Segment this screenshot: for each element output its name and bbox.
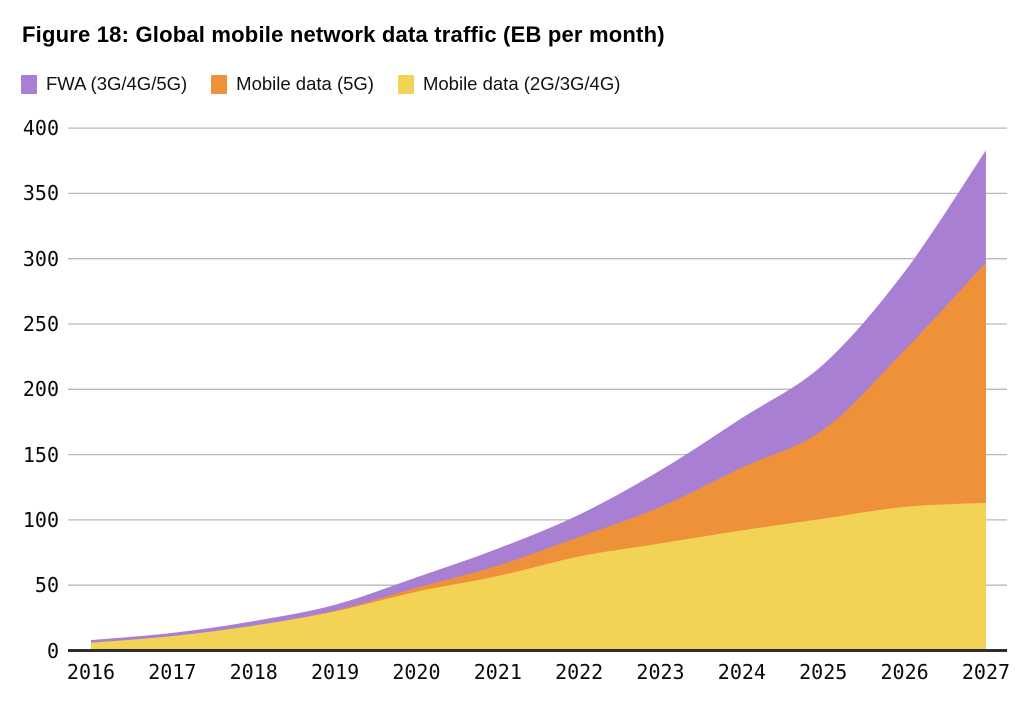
mobile-2g3g4g-swatch-icon: [397, 74, 414, 94]
y-tick-label-350: 350: [22, 181, 59, 206]
chart-title: Figure 18: Global mobile network data tr…: [22, 22, 665, 47]
y-tick-label-100: 100: [22, 507, 59, 532]
x-tick-label-2022: 2022: [555, 660, 604, 684]
legend-item-2g3g4g: Mobile data (2G/3G/4G): [397, 73, 621, 95]
legend: FWA (3G/4G/5G) Mobile data (5G) Mobile d…: [21, 72, 644, 96]
mobile-5g-swatch-icon: [211, 74, 228, 94]
legend-label-fwa: FWA (3G/4G/5G): [46, 73, 188, 94]
legend-item-5g: Mobile data (5G): [211, 73, 374, 95]
legend-item-fwa: FWA (3G/4G/5G): [21, 73, 187, 95]
x-tick-label-2024: 2024: [717, 660, 766, 684]
legend-label-2g3g4g: Mobile data (2G/3G/4G): [422, 73, 621, 94]
y-tick-label-50: 50: [34, 573, 59, 598]
x-tick-label-2020: 2020: [392, 660, 441, 684]
y-tick-label-0: 0: [46, 638, 59, 663]
x-tick-label-2026: 2026: [880, 660, 929, 684]
y-tick-label-400: 400: [22, 116, 59, 141]
y-tick-label-300: 300: [22, 246, 59, 271]
x-tick-label-2025: 2025: [799, 660, 848, 684]
x-tick-label-2017: 2017: [148, 660, 197, 684]
y-tick-label-250: 250: [22, 312, 59, 336]
x-tick-label-2019: 2019: [310, 660, 360, 684]
y-tick-label-150: 150: [22, 442, 59, 467]
x-tick-label-2018: 2018: [229, 660, 278, 684]
stacked-area-chart: [68, 127, 1007, 652]
fwa-swatch-icon: [21, 74, 37, 94]
x-tick-label-2021: 2021: [473, 660, 522, 684]
y-tick-label-200: 200: [22, 377, 59, 402]
x-tick-label-2027: 2027: [961, 660, 1011, 684]
area-mobile-2g3g4g: [91, 502, 986, 651]
x-tick-label-2023: 2023: [636, 660, 685, 684]
legend-label-5g: Mobile data (5G): [236, 73, 374, 94]
x-tick-label-2016: 2016: [66, 660, 116, 684]
